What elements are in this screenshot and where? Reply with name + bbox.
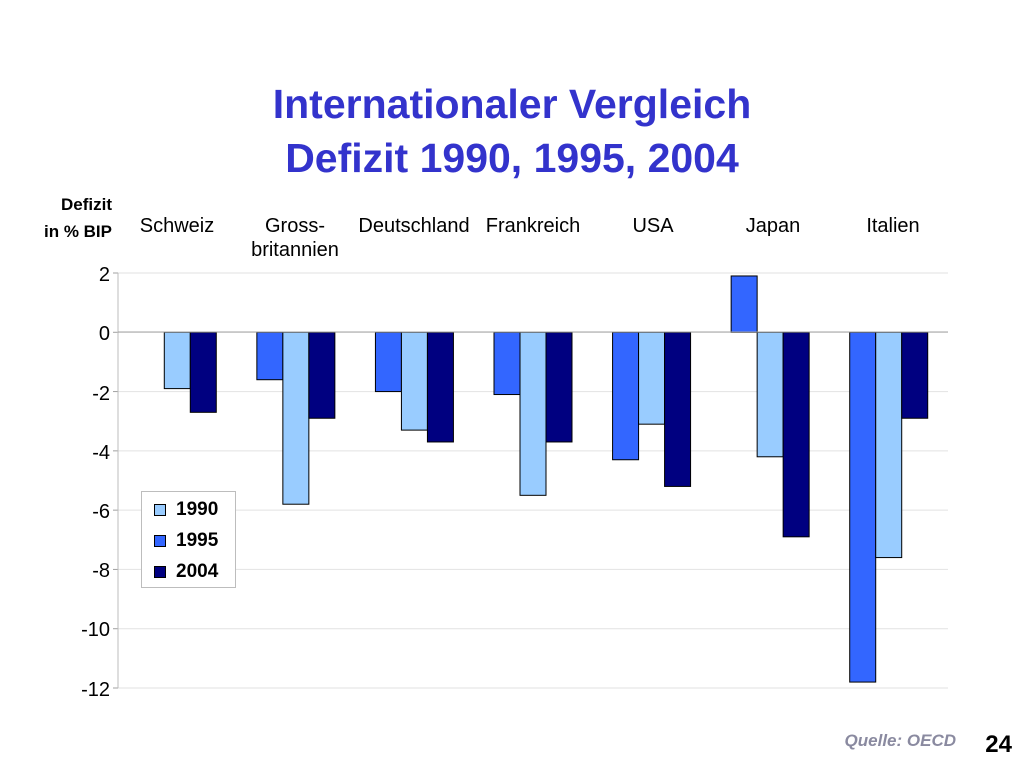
- legend: 1990 1995 2004: [141, 491, 236, 588]
- category-label-schweiz: Schweiz: [139, 215, 215, 237]
- category-label-japan: Japan: [745, 215, 801, 237]
- y-tick-label: -12: [81, 679, 110, 701]
- legend-label-1995: 1995: [176, 530, 219, 551]
- bar-2004-5: [782, 331, 810, 538]
- y-tick-label: 0: [98, 323, 110, 345]
- bar-1990-5: [756, 331, 784, 458]
- bar-1990-1: [282, 331, 310, 505]
- y-tick-label: -8: [92, 560, 110, 582]
- category-label-grossbritannien: Gross- britannien: [251, 215, 339, 261]
- bar-1990-0: [163, 331, 191, 390]
- category-label-deutschland: Deutschland: [358, 215, 470, 237]
- y-tick-label: -2: [92, 383, 110, 405]
- category-label-frankreich: Frankreich: [485, 215, 581, 237]
- bar-1995-1: [256, 331, 284, 381]
- legend-swatch-2004: [154, 566, 166, 578]
- legend-label-2004: 2004: [176, 561, 219, 582]
- legend-swatch-1990: [154, 504, 166, 516]
- y-tick-label: -4: [92, 442, 110, 464]
- y-axis-label-line1: Defizit: [61, 195, 112, 214]
- category-label-usa: USA: [632, 215, 674, 237]
- bar-2004-3: [545, 331, 573, 443]
- legend-swatch-1995: [154, 535, 166, 547]
- bar-1995-4: [612, 331, 640, 461]
- bar-2004-2: [426, 331, 454, 443]
- chart-title-line2: Defizit 1990, 1995, 2004: [285, 135, 739, 181]
- bar-1995-3: [493, 331, 521, 396]
- bar-1995-2: [374, 331, 402, 393]
- bar-1990-3: [519, 331, 547, 496]
- y-tick-label: 2: [98, 264, 110, 286]
- legend-label-1990: 1990: [176, 499, 219, 520]
- y-axis-label-line2: in % BIP: [43, 222, 112, 241]
- bar-1995-5: [730, 275, 758, 333]
- chart-title-line1: Internationaler Vergleich: [272, 81, 752, 127]
- bar-1990-4: [638, 331, 666, 425]
- y-tick-label: -6: [92, 501, 110, 523]
- bars: [163, 275, 929, 683]
- source-note: Quelle: OECD: [844, 731, 956, 750]
- bar-2004-1: [308, 331, 336, 419]
- bar-2004-6: [901, 331, 929, 419]
- category-label-italien: Italien: [866, 215, 920, 237]
- bar-2004-4: [664, 331, 692, 487]
- bar-2004-0: [189, 331, 217, 413]
- bar-1995-6: [849, 331, 877, 683]
- y-tick-label: -10: [81, 619, 110, 641]
- bar-1990-2: [400, 331, 428, 431]
- page-number: 24: [985, 731, 1012, 758]
- bar-1990-6: [875, 331, 903, 559]
